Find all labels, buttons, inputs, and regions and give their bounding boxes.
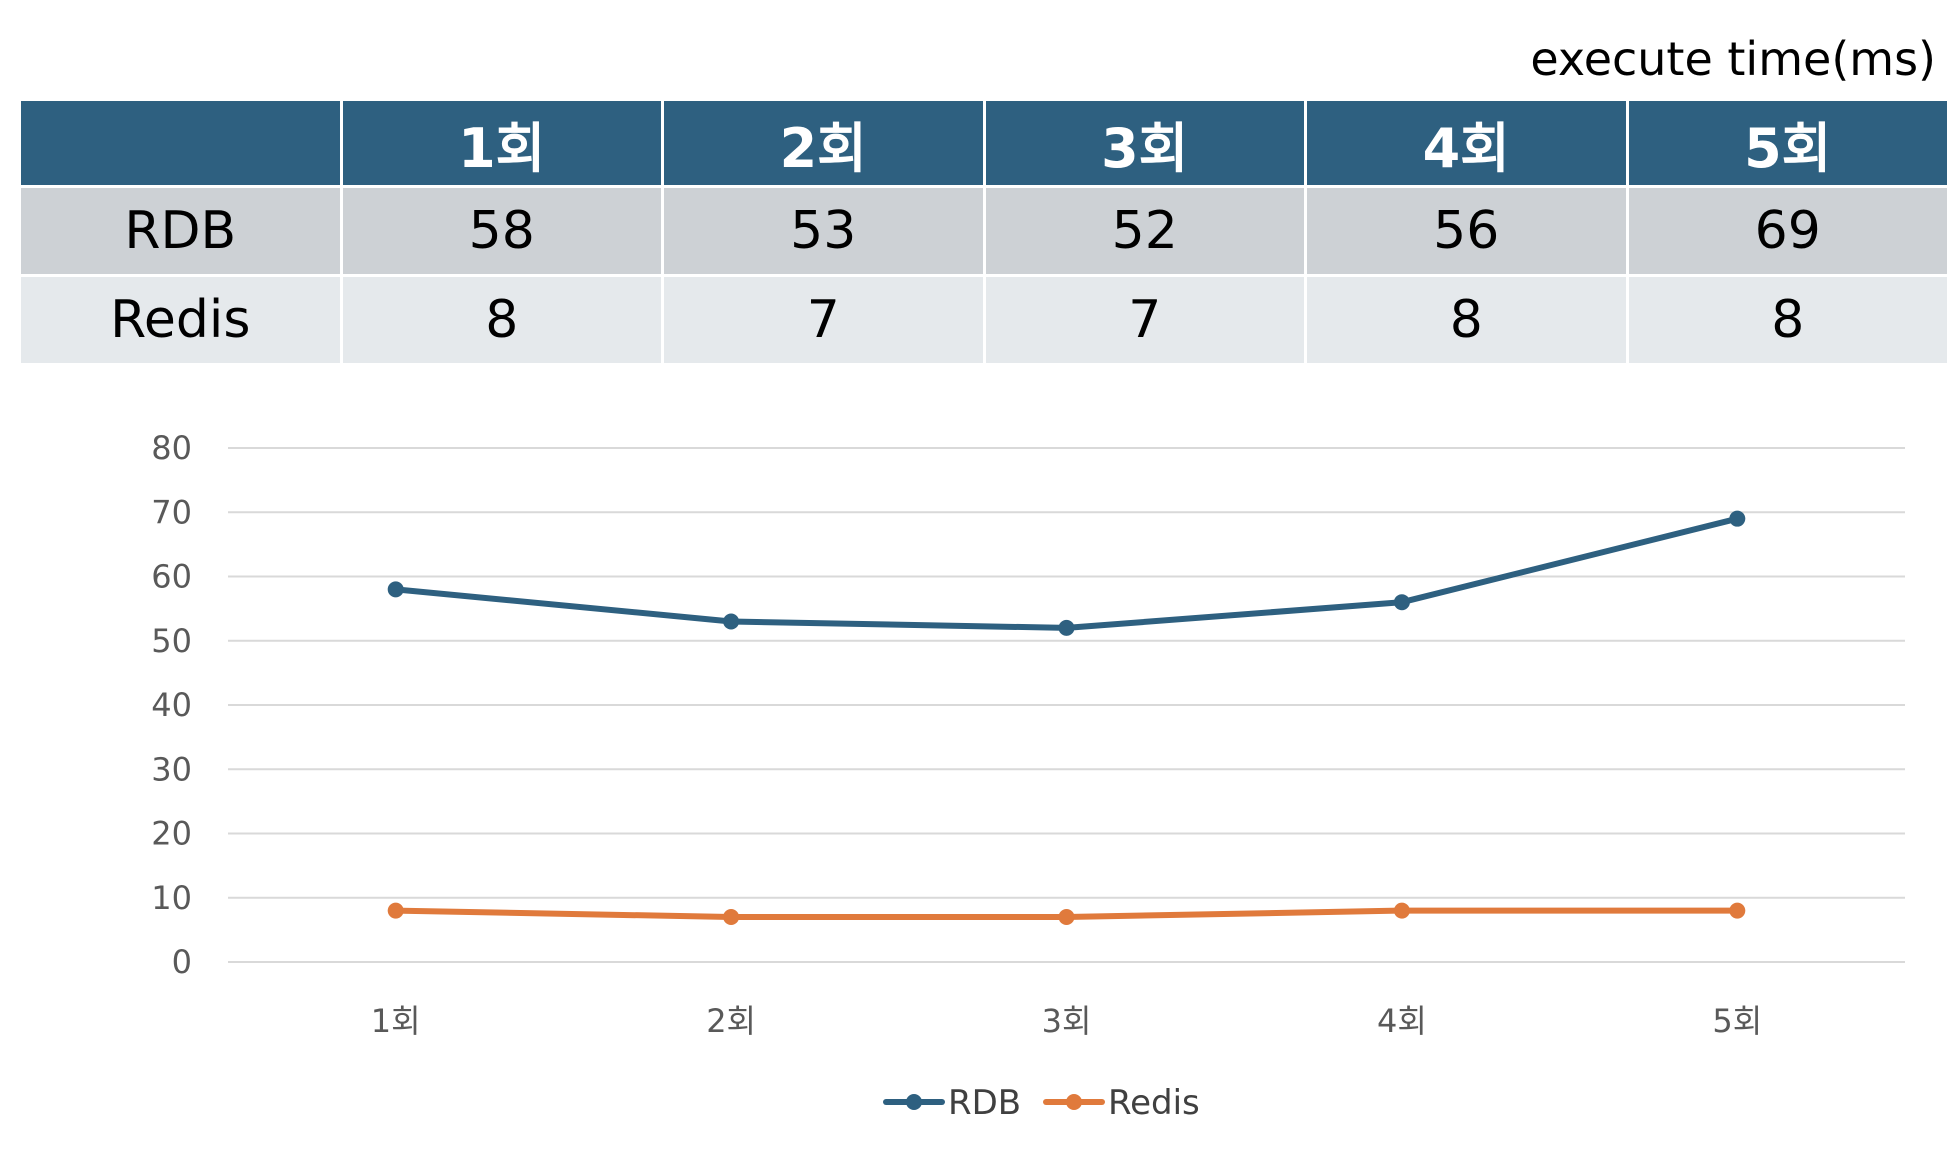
data-point-redis: [1729, 902, 1746, 919]
table-cell: 53: [661, 185, 986, 277]
header-cell-empty: [18, 98, 343, 188]
legend-label-rdb: RDB: [948, 1083, 1021, 1123]
table-row: RDB 58 53 52 56 69: [18, 185, 1950, 277]
y-tick-label: 20: [151, 815, 192, 853]
x-tick-label: 5회: [1712, 1002, 1762, 1040]
data-point-rdb: [1393, 594, 1410, 611]
legend-label-redis: Redis: [1108, 1083, 1200, 1123]
x-tick-label: 3회: [1042, 1002, 1092, 1040]
data-point-redis: [723, 909, 740, 926]
y-tick-label: 0: [172, 943, 192, 981]
table-cell: 56: [1304, 185, 1629, 277]
y-tick-label: 70: [151, 493, 192, 531]
data-point-redis: [1393, 902, 1410, 919]
data-point-redis: [387, 902, 404, 919]
data-point-redis: [1058, 909, 1075, 926]
header-cell-1: 1회: [339, 98, 664, 188]
table-cell: 7: [982, 274, 1307, 366]
x-tick-label: 2회: [706, 1002, 756, 1040]
data-table: 1회 2회 3회 4회 5회 RDB 58 53 52 56 69 Redis …: [18, 98, 1950, 366]
series-line-rdb: [392, 515, 1741, 631]
table-cell: 8: [339, 274, 664, 366]
row-label: RDB: [18, 185, 343, 277]
table-cell: 8: [1625, 274, 1950, 366]
table-cell: 69: [1625, 185, 1950, 277]
y-tick-label: 40: [151, 686, 192, 724]
y-tick-label: 50: [151, 622, 192, 660]
header-cell-4: 4회: [1304, 98, 1629, 188]
y-tick-label: 60: [151, 558, 192, 596]
table-row: Redis 8 7 7 8 8: [18, 274, 1950, 366]
line-chart: 0 10 20 30 40 50 60 70 80 1회 2회 3회 4회 5회 RDB Redis: [151, 429, 1905, 1123]
table-cell: 58: [339, 185, 664, 277]
data-point-rdb: [387, 581, 404, 598]
header-cell-2: 2회: [661, 98, 986, 188]
table-cell: 52: [982, 185, 1307, 277]
data-point-rdb: [723, 613, 740, 630]
table-cell: 7: [661, 274, 986, 366]
table-cell: 8: [1304, 274, 1629, 366]
legend-marker-redis: [1066, 1094, 1082, 1110]
y-tick-label: 30: [151, 750, 192, 788]
row-label: Redis: [18, 274, 343, 366]
header-cell-5: 5회: [1625, 98, 1950, 188]
unit-label: execute time(ms): [1530, 32, 1936, 86]
y-tick-label: 80: [151, 429, 192, 467]
x-tick-label: 4회: [1377, 1002, 1427, 1040]
data-point-rdb: [1058, 619, 1075, 636]
x-tick-label: 1회: [371, 1002, 421, 1040]
legend-marker-rdb: [906, 1094, 922, 1110]
y-tick-label: 10: [151, 879, 192, 917]
data-point-rdb: [1729, 510, 1746, 527]
header-cell-3: 3회: [982, 98, 1307, 188]
table-header-row: 1회 2회 3회 4회 5회: [18, 98, 1950, 188]
